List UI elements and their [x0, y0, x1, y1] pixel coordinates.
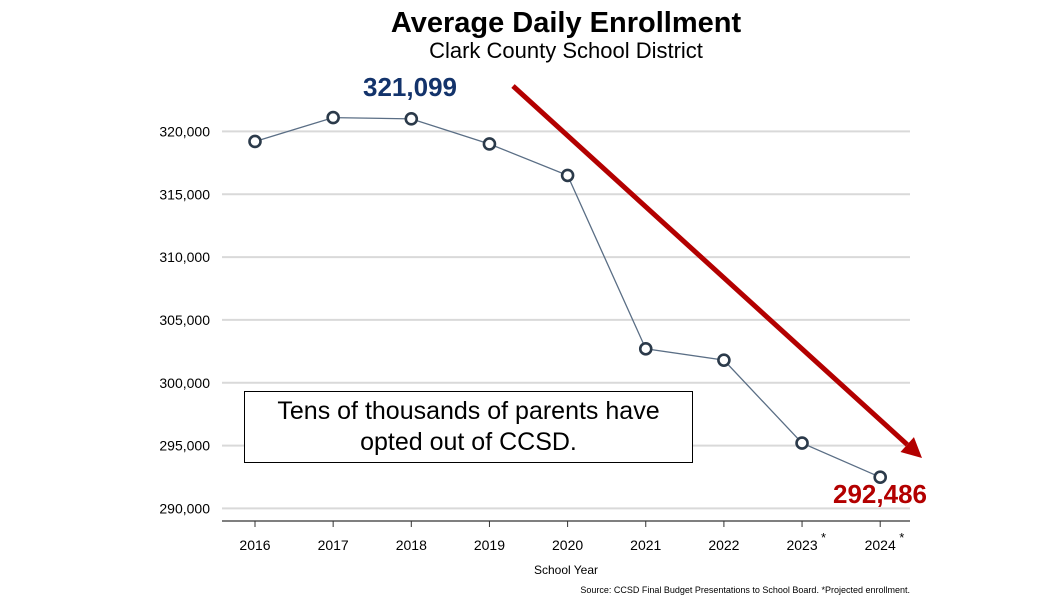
- x-axis-title: School Year: [534, 563, 598, 577]
- data-point: [560, 168, 575, 183]
- decline-arrow-head: [900, 437, 922, 458]
- y-tick-label: 290,000: [159, 500, 210, 516]
- x-tick-label: 2023: [786, 537, 817, 553]
- data-point: [717, 353, 731, 367]
- decline-arrow-shaft: [511, 84, 909, 447]
- x-tick-label: 2021: [630, 537, 661, 553]
- x-tick-label: 2018: [396, 537, 427, 553]
- x-tick-label: 2019: [474, 537, 505, 553]
- chart-title: Average Daily Enrollment: [390, 7, 742, 39]
- data-point: [795, 436, 809, 450]
- data-point: [482, 137, 497, 151]
- y-tick-label: 320,000: [159, 123, 210, 139]
- x-tick-label: 2016: [239, 537, 270, 553]
- annotation-text: Tens of thousands of parents have opted …: [277, 397, 660, 456]
- x-tick-label: 2017: [318, 537, 349, 553]
- data-point: [873, 470, 888, 484]
- y-tick-label: 305,000: [159, 312, 210, 328]
- projected-marker: *: [899, 530, 904, 545]
- y-tick-label: 300,000: [159, 375, 210, 391]
- x-tick-label: 2022: [708, 537, 739, 553]
- peak-value-label: 321,099: [363, 72, 457, 102]
- chart-subtitle: Clark County School District: [429, 38, 703, 63]
- projected-marker: *: [821, 530, 826, 545]
- annotation-box: Tens of thousands of parents have opted …: [244, 391, 693, 463]
- data-point: [638, 342, 653, 356]
- data-point: [248, 134, 262, 149]
- end-value-label: 292,486: [833, 479, 927, 509]
- source-note: Source: CCSD Final Budget Presentations …: [580, 585, 910, 595]
- data-point: [326, 110, 340, 125]
- x-tick-label: 2024: [865, 537, 896, 553]
- y-tick-label: 310,000: [159, 249, 210, 265]
- data-point: [404, 112, 419, 126]
- y-tick-label: 315,000: [159, 186, 210, 202]
- y-tick-label: 295,000: [159, 438, 210, 454]
- x-tick-label: 2020: [552, 537, 583, 553]
